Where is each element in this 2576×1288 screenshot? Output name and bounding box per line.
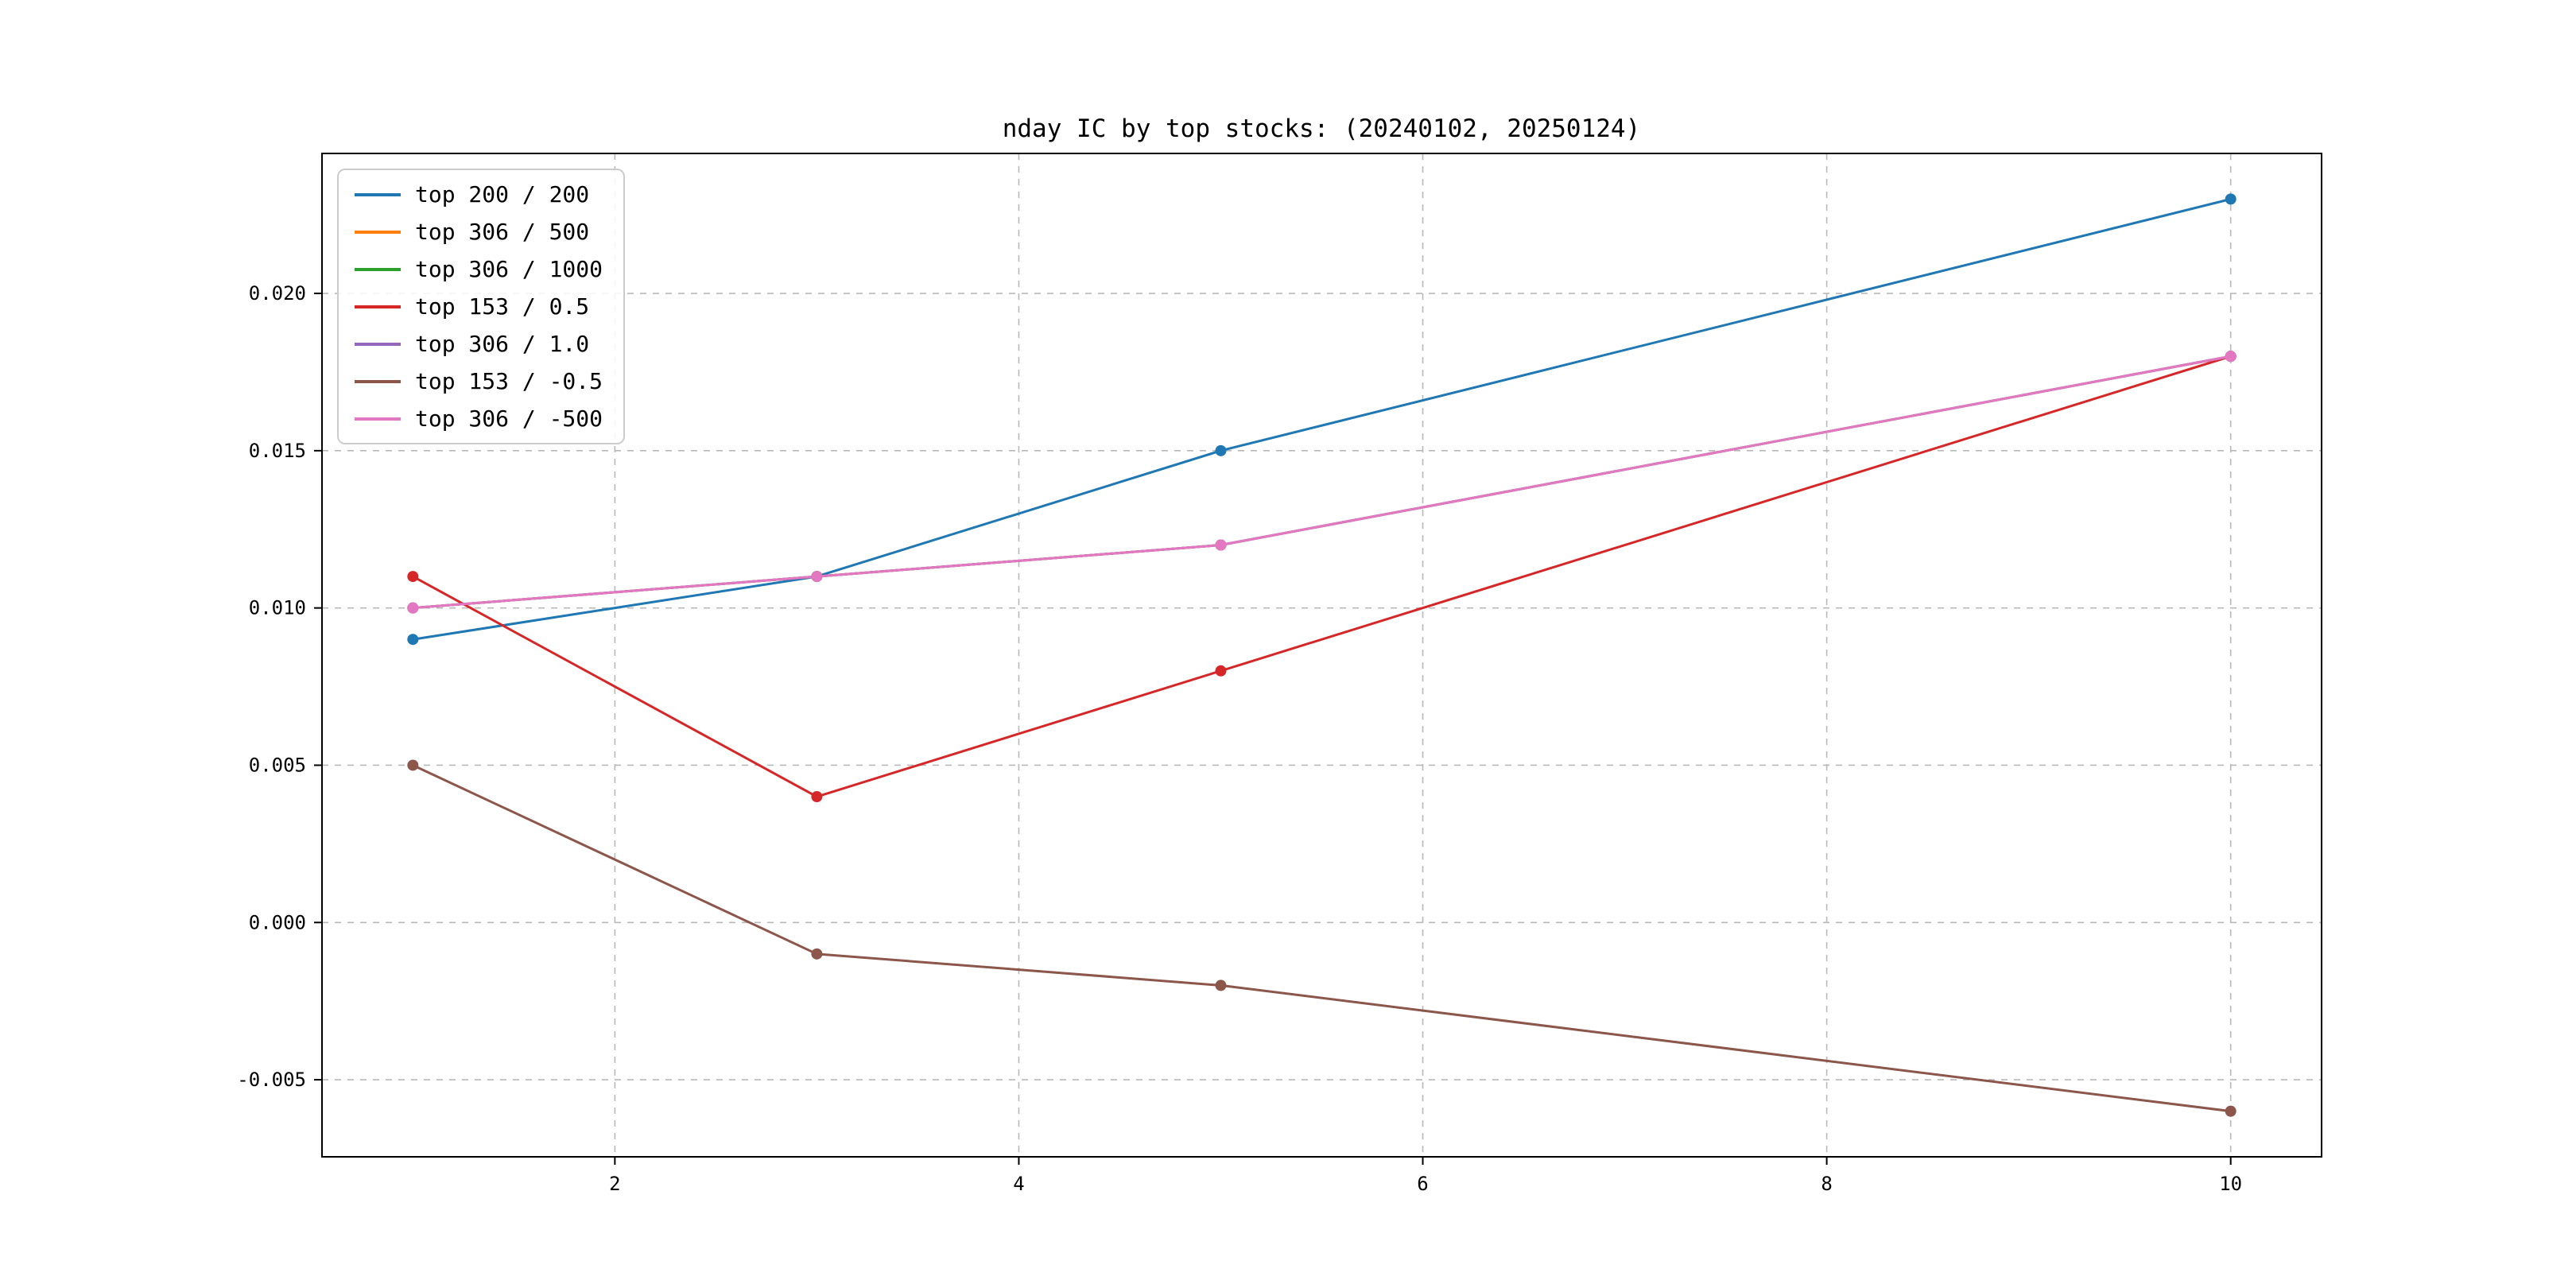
x-tick-label: 4	[1013, 1173, 1024, 1195]
series-marker-3	[1215, 665, 1227, 677]
y-tick-label: 0.005	[249, 754, 306, 776]
series-marker-5	[1215, 980, 1227, 991]
y-tick-label: 0.000	[249, 911, 306, 933]
series-marker-3	[407, 571, 419, 583]
x-tick-label: 2	[609, 1173, 620, 1195]
legend-item-3: top 153 / 0.5	[355, 293, 603, 320]
series-line-0	[411, 197, 2233, 641]
y-tick-label: -0.005	[237, 1069, 306, 1091]
legend-item-5: top 153 / -0.5	[355, 368, 603, 394]
x-tick-label: 8	[1821, 1173, 1832, 1195]
legend-line-sample	[355, 267, 401, 271]
legend-line-sample	[355, 379, 401, 383]
series-line-3	[411, 355, 2233, 798]
series-line-1	[411, 355, 2233, 610]
series-marker-6	[2225, 351, 2237, 363]
series-marker-6	[407, 602, 419, 614]
legend-line-sample	[355, 230, 401, 234]
series-marker-6	[811, 571, 823, 583]
series-marker-5	[811, 948, 823, 960]
legend-label: top 306 / -500	[415, 405, 603, 432]
series-marker-3	[811, 791, 823, 803]
legend-label: top 153 / 0.5	[415, 293, 590, 320]
legend-line-sample	[355, 342, 401, 346]
y-tick-label: 0.015	[249, 440, 306, 462]
chart-title: nday IC by top stocks: (20240102, 202501…	[1003, 114, 1641, 143]
series-marker-5	[2225, 1105, 2237, 1117]
legend-item-2: top 306 / 1000	[355, 256, 603, 282]
series-marker-0	[407, 634, 419, 646]
series-marker-0	[2225, 193, 2237, 205]
series-layer	[407, 193, 2237, 1117]
legend-item-1: top 306 / 500	[355, 219, 603, 245]
legend-item-0: top 200 / 200	[355, 181, 603, 208]
legend-label: top 200 / 200	[415, 181, 590, 208]
series-line-5	[411, 763, 2233, 1113]
series-marker-0	[1215, 444, 1227, 456]
y-tick-label: 0.020	[249, 282, 306, 305]
series-line-4	[411, 355, 2233, 610]
legend: top 200 / 200 top 306 / 500 top 306 / 1000…	[337, 169, 626, 444]
x-tick-label: 10	[2219, 1173, 2242, 1195]
axes-frame	[321, 153, 2322, 1158]
series-marker-6	[1215, 539, 1227, 551]
legend-label: top 153 / -0.5	[415, 368, 603, 394]
series-line-2	[411, 355, 2233, 610]
y-tick-label: 0.010	[249, 597, 306, 619]
legend-line-sample	[355, 417, 401, 421]
grid-layer	[322, 153, 2322, 1157]
x-tick-label: 6	[1417, 1173, 1428, 1195]
legend-item-6: top 306 / -500	[355, 405, 603, 432]
legend-label: top 306 / 500	[415, 219, 590, 245]
legend-item-4: top 306 / 1.0	[355, 331, 603, 357]
legend-line-sample	[355, 192, 401, 196]
axes-layer: 2 4 6 8 10 -0.005 0.000 0.005 0.010 0.015 0.020	[237, 153, 2322, 1195]
legend-label: top 306 / 1000	[415, 256, 603, 282]
legend-label: top 306 / 1.0	[415, 331, 590, 357]
legend-line-sample	[355, 305, 401, 308]
series-marker-5	[407, 759, 419, 771]
series-line-6	[411, 355, 2233, 610]
